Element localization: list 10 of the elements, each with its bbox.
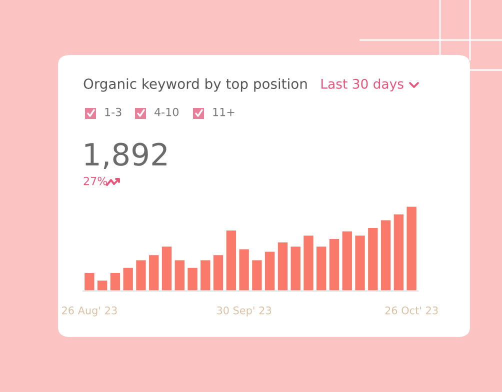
text: 4-10	[154, 108, 178, 116]
text: 1-3	[105, 108, 122, 116]
x-tick-label: 26 Aug' 23	[62, 306, 117, 316]
x-tick-label: 26 Oct' 23	[385, 306, 438, 314]
text: Last 30 days	[321, 78, 404, 92]
text: 1,892	[85, 142, 166, 169]
chart-title: Organic keyword by top position	[84, 78, 307, 92]
x-tick-label: 30 Sep' 23	[217, 306, 272, 316]
text: 11+	[213, 108, 234, 116]
text: 27%	[84, 176, 108, 186]
